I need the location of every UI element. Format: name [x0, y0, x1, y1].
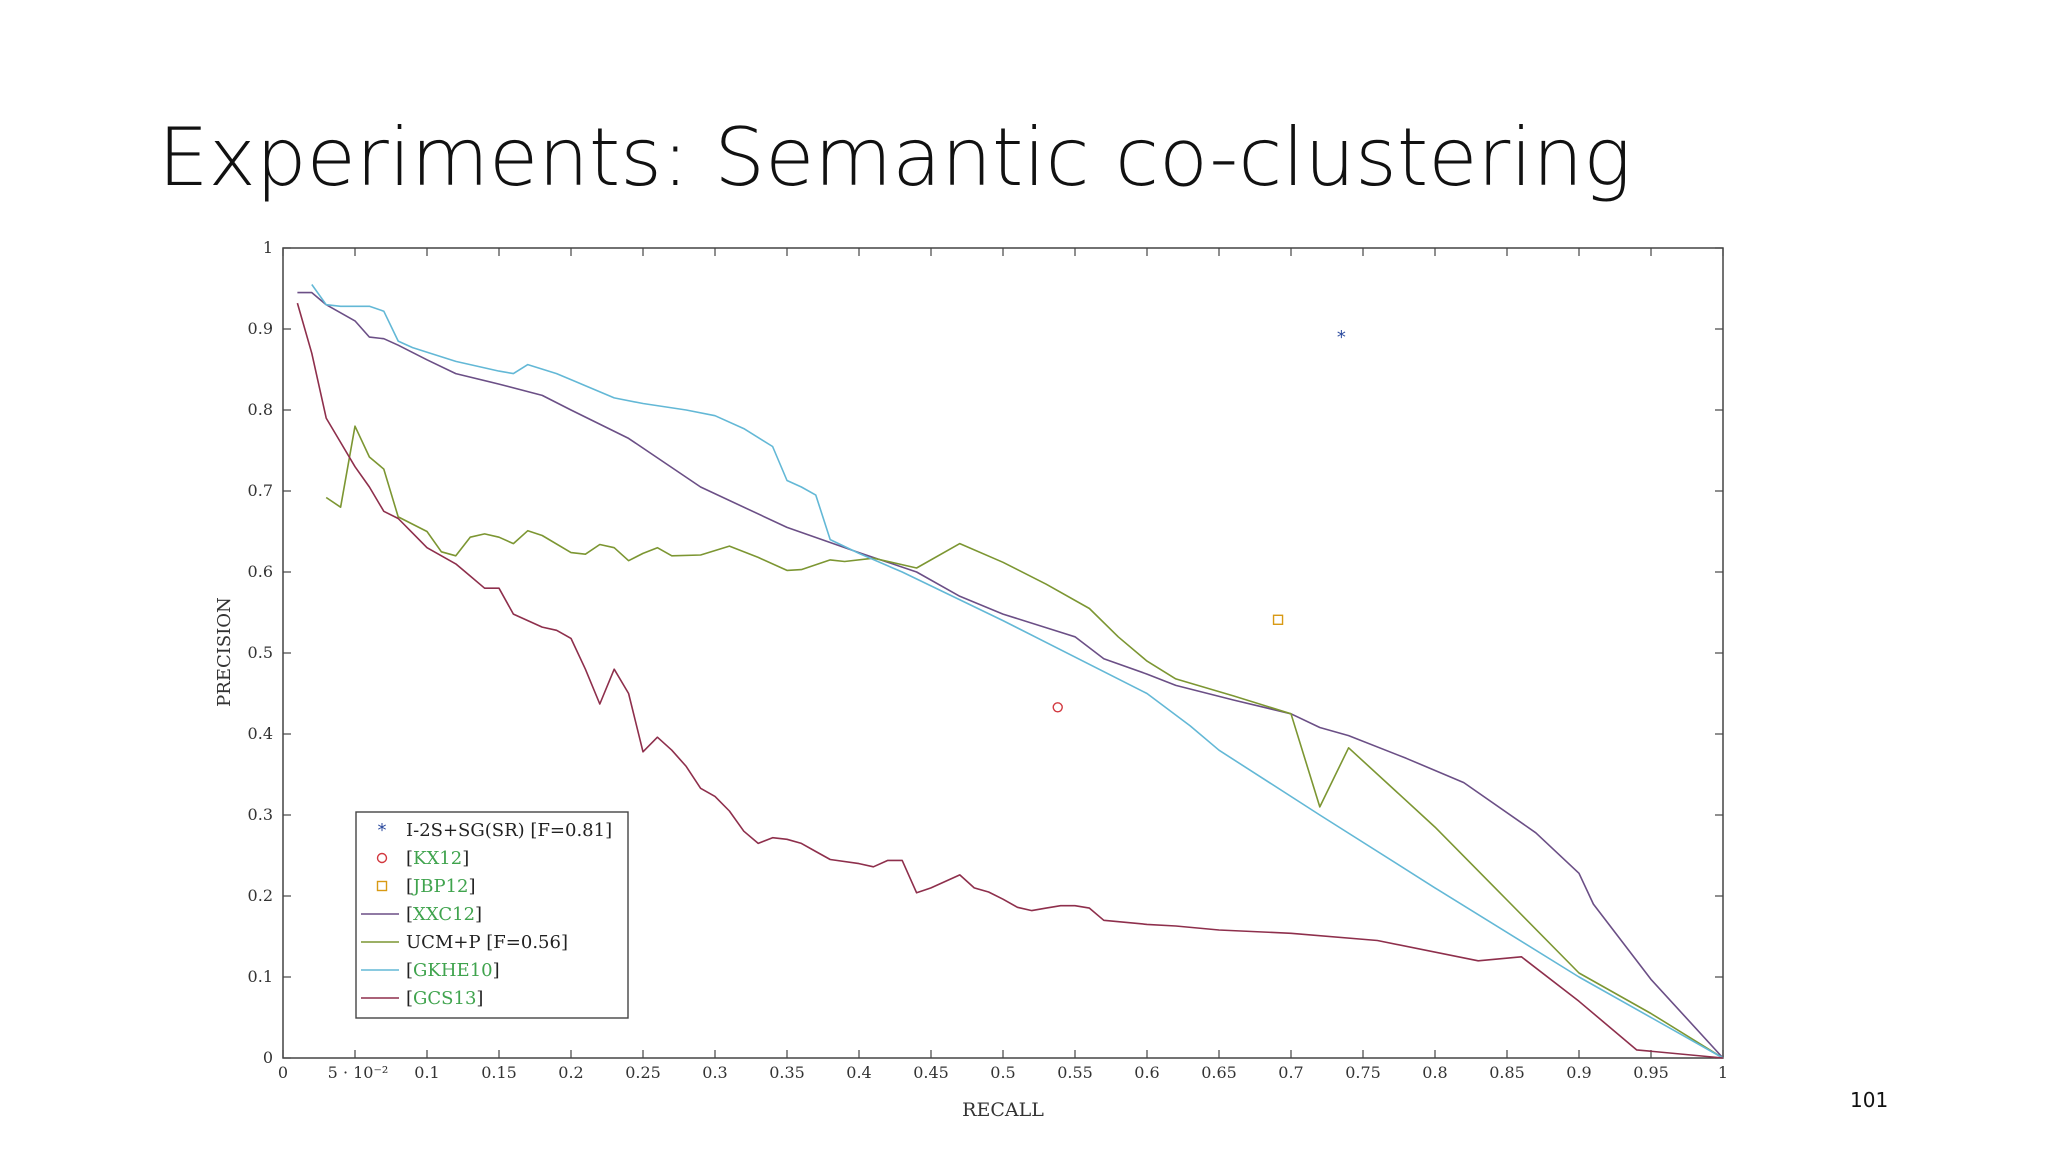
legend: * I-2S+SG(SR) [F=0.81] [KX12] [JBP12] [XXC…: [355, 811, 629, 1019]
x-tick-label: 0.1: [414, 1063, 439, 1082]
x-tick-label: 0.9: [1566, 1063, 1591, 1082]
y-tick-label: 0.7: [248, 481, 273, 500]
legend-label-jbp12: [JBP12]: [406, 876, 476, 897]
x-tick-label: 0.3: [702, 1063, 727, 1082]
y-tick-label: 0.5: [248, 643, 273, 662]
legend-marker-kx12: [376, 852, 388, 864]
series-layer: *: [296, 284, 1724, 1059]
data-point-i-2s-sg-sr: *: [1337, 327, 1346, 348]
y-tick-label: 0.2: [248, 886, 273, 905]
legend-label-gcs13: [GCS13]: [406, 988, 483, 1009]
page-number: 101: [1850, 1088, 1889, 1112]
x-tick-label: 5 · 10⁻²: [328, 1063, 389, 1082]
series-line-xxc12: [297, 291, 1724, 1059]
series-line-gkhe10: [311, 284, 1724, 1059]
x-tick-label: 0.15: [481, 1063, 517, 1082]
x-tick-label: 0.95: [1633, 1063, 1669, 1082]
y-tick-label: 1: [263, 238, 273, 257]
y-axis-label: PRECISION: [214, 597, 235, 707]
x-tick-label: 0.6: [1134, 1063, 1159, 1082]
x-tick-label: 0.8: [1422, 1063, 1447, 1082]
legend-label-ucm-p-f-0-56: UCM+P [F=0.56]: [406, 932, 568, 953]
data-point-kx12: [1052, 702, 1063, 713]
legend-label-gkhe10: [GKHE10]: [406, 960, 500, 981]
x-tick-label: 0.45: [913, 1063, 949, 1082]
data-point-jbp12: [1272, 614, 1284, 625]
x-tick-label: 0.4: [846, 1063, 871, 1082]
x-tick-label: 0: [278, 1063, 288, 1082]
y-tick-label: 0.1: [248, 967, 273, 986]
x-tick-label: 0.85: [1489, 1063, 1525, 1082]
series-line-gcs13: [296, 302, 1724, 1059]
legend-box: [355, 811, 629, 1019]
x-tick-label: 0.5: [990, 1063, 1015, 1082]
axes: 0 5 · 10⁻² 0.1 0.15 0.2 0.25 0.3 0.35 0.4 0.45 0.5…: [248, 238, 1729, 1082]
x-tick-label: 0.2: [558, 1063, 583, 1082]
legend-label-i-2s-sg-sr: I-2S+SG(SR) [F=0.81]: [406, 820, 612, 841]
y-tick-label: 0.4: [248, 724, 273, 743]
y-tick-label: 0.3: [248, 805, 273, 824]
y-tick-label: 0: [263, 1048, 273, 1067]
legend-label-kx12: [KX12]: [406, 848, 469, 869]
y-tick-label: 0.9: [248, 319, 273, 338]
x-tick-label: 0.35: [769, 1063, 805, 1082]
legend-marker-i-2s-sg-sr: *: [378, 820, 387, 841]
legend-label-xxc12: [XXC12]: [406, 904, 482, 925]
x-tick-label: 0.65: [1201, 1063, 1237, 1082]
legend-marker-jbp12: [376, 880, 388, 892]
y-tick-label: 0.8: [248, 400, 273, 419]
x-tick-label: 0.75: [1345, 1063, 1381, 1082]
x-tick-label: 0.7: [1278, 1063, 1303, 1082]
slide-title: Experiments: Semantic co-clustering: [158, 111, 1632, 204]
series-line-ucm-p-f-0-56: [325, 425, 1724, 1059]
x-tick-label: 1: [1718, 1063, 1728, 1082]
x-tick-label: 0.25: [625, 1063, 661, 1082]
x-tick-label: 0.55: [1057, 1063, 1093, 1082]
x-axis-label: RECALL: [962, 1099, 1044, 1121]
y-tick-label: 0.6: [248, 562, 273, 581]
